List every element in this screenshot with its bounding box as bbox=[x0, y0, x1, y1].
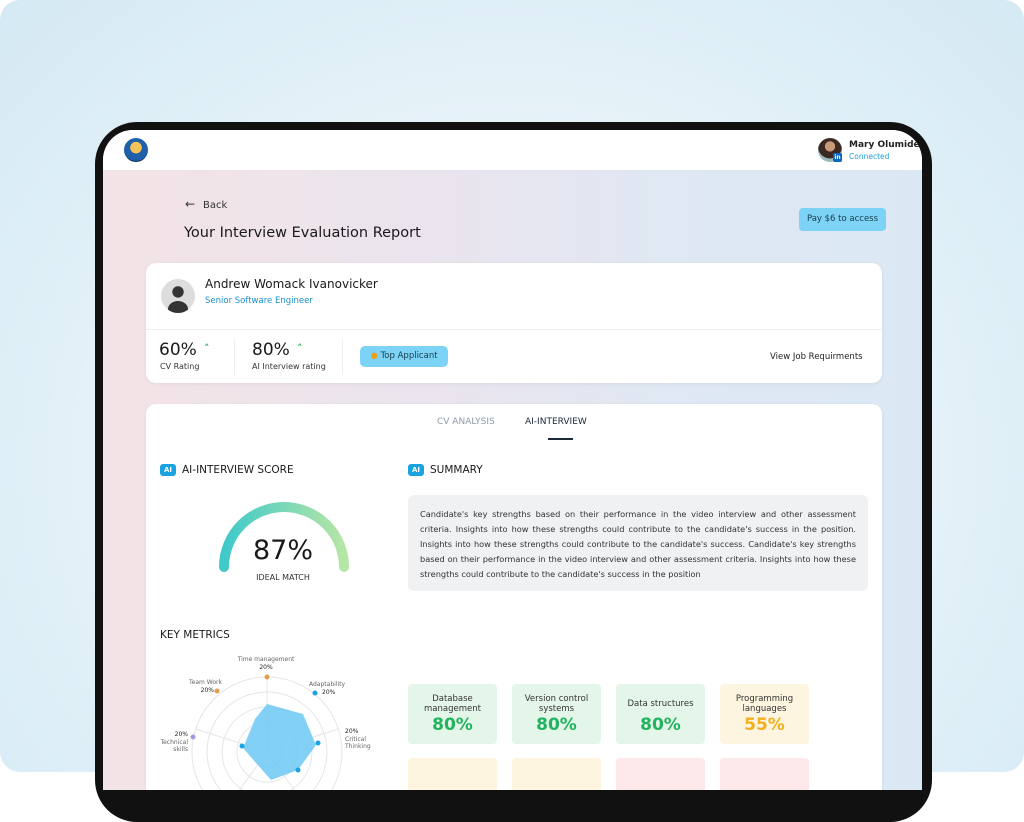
ai-rating-label: AI Interview rating bbox=[252, 362, 326, 371]
radar-label: Time management bbox=[237, 656, 295, 663]
candidate-card: Andrew Womack Ivanovicker Senior Softwar… bbox=[146, 263, 882, 383]
back-arrow[interactable]: ← bbox=[185, 197, 196, 211]
metric-label: Programming languages bbox=[735, 694, 794, 714]
radar-area bbox=[243, 704, 316, 780]
score-caption: IDEAL MATCH bbox=[256, 573, 310, 582]
top-bar: in Mary Olumide A Connected bbox=[103, 130, 922, 170]
radar-value: 20% bbox=[259, 664, 273, 671]
badge-text: Top Applicant bbox=[380, 351, 438, 361]
metric-card bbox=[720, 758, 809, 790]
metric-label: Database management bbox=[424, 694, 481, 714]
tab[interactable]: CV ANALYSIS bbox=[437, 417, 495, 427]
radar-value: 20% bbox=[200, 687, 214, 694]
cv-rating: 60% bbox=[159, 340, 197, 360]
tab-active[interactable]: AI-INTERVIEW bbox=[525, 417, 587, 427]
back-link[interactable]: Back bbox=[203, 200, 228, 211]
analysis-card: CV ANALYSIS AI-INTERVIEW AI AI-INTERVIEW… bbox=[146, 404, 882, 790]
cv-rating-label: CV Rating bbox=[160, 362, 200, 371]
candidate-name: Andrew Womack Ivanovicker bbox=[205, 277, 378, 291]
metric-label: Version control systems bbox=[524, 694, 589, 714]
metric-value: 80% bbox=[640, 715, 681, 735]
divider bbox=[234, 339, 235, 375]
screen: in Mary Olumide A Connected ← Back Your … bbox=[103, 130, 922, 790]
up-arrow: ˄ bbox=[204, 342, 210, 355]
metric-label: Data structures bbox=[627, 699, 694, 709]
ai-rating: 80% bbox=[252, 340, 290, 360]
divider bbox=[146, 329, 882, 330]
radar-label: Team Work bbox=[189, 679, 222, 686]
metric-value: 80% bbox=[432, 715, 473, 735]
gauge bbox=[219, 502, 349, 572]
divider bbox=[342, 339, 343, 375]
metric-value: 80% bbox=[536, 715, 577, 735]
candidate-avatar bbox=[161, 279, 195, 313]
section-title: SUMMARY bbox=[430, 464, 483, 476]
radar-label: Technical skills bbox=[160, 739, 188, 753]
summary-text: Candidate's key strengths based on their… bbox=[408, 495, 868, 591]
job-requirements-link[interactable]: View Job Requirments bbox=[770, 352, 863, 362]
linkedin-icon: in bbox=[833, 153, 842, 162]
radar-label: Adaptability bbox=[309, 681, 346, 688]
metric-card bbox=[408, 758, 497, 790]
user-name: Mary Olumide A bbox=[849, 140, 922, 150]
radar-value: 20% bbox=[345, 728, 359, 735]
connection-status: Connected bbox=[849, 152, 890, 161]
up-arrow: ˄ bbox=[297, 342, 303, 355]
metric-card bbox=[512, 758, 601, 790]
candidate-role: Senior Software Engineer bbox=[205, 296, 313, 306]
radar-value: 20% bbox=[322, 689, 336, 696]
metric-card bbox=[616, 758, 705, 790]
metric-card: Programming languages 55% bbox=[720, 684, 809, 744]
tab-underline bbox=[548, 438, 573, 440]
ai-badge: AI bbox=[160, 464, 176, 476]
ai-badge: AI bbox=[408, 464, 424, 476]
gauge-arc bbox=[219, 502, 349, 572]
metric-card: Database management 80% bbox=[408, 684, 497, 744]
metric-card: Version control systems 80% bbox=[512, 684, 601, 744]
radar-value: 20% bbox=[174, 731, 188, 738]
radar-label: Critical Thinking bbox=[345, 736, 371, 750]
logo[interactable] bbox=[124, 138, 148, 162]
metric-card: Data structures 80% bbox=[616, 684, 705, 744]
section-title: AI-INTERVIEW SCORE bbox=[182, 464, 294, 476]
page-title: Your Interview Evaluation Report bbox=[184, 225, 421, 241]
pay-button[interactable]: Pay $6 to access bbox=[799, 208, 886, 231]
metric-value: 55% bbox=[744, 715, 785, 735]
top-applicant-badge: ● Top Applicant bbox=[360, 346, 448, 367]
score-value: 87% bbox=[252, 535, 313, 566]
section-title: KEY METRICS bbox=[160, 629, 230, 641]
